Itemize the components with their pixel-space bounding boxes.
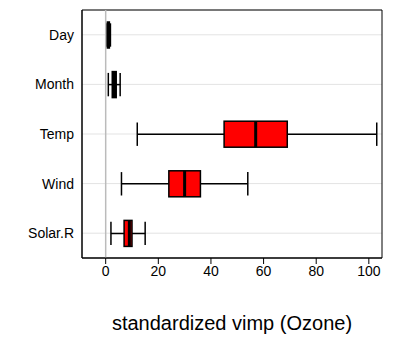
svg-text:40: 40 [203, 263, 219, 279]
svg-text:0: 0 [102, 263, 110, 279]
svg-text:Day: Day [49, 27, 74, 43]
svg-text:Temp: Temp [40, 126, 74, 142]
svg-text:Wind: Wind [42, 176, 74, 192]
svg-text:standardized vimp (Ozone): standardized vimp (Ozone) [112, 312, 352, 334]
svg-text:60: 60 [256, 263, 272, 279]
svg-text:20: 20 [151, 263, 167, 279]
svg-text:100: 100 [357, 263, 381, 279]
svg-text:80: 80 [308, 263, 324, 279]
svg-text:Month: Month [35, 76, 74, 92]
svg-text:Solar.R: Solar.R [28, 225, 74, 241]
